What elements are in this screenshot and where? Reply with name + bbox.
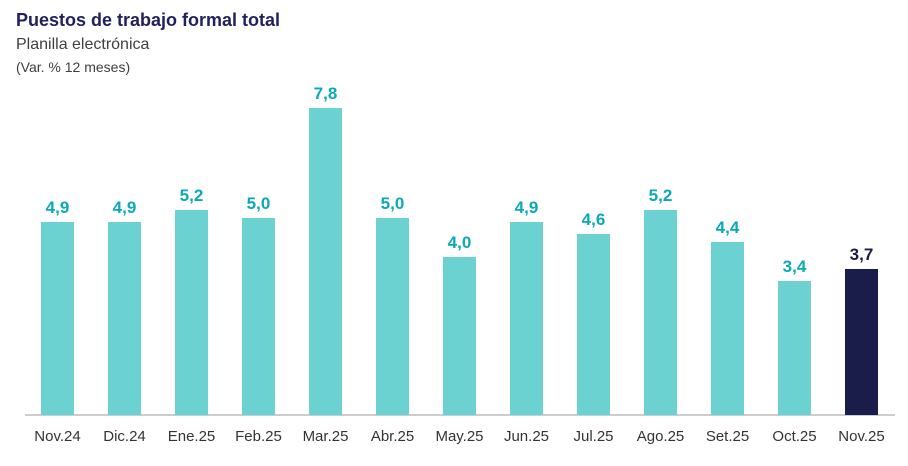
x-axis-tick-label: Mar.25	[302, 428, 349, 445]
bar	[309, 108, 342, 415]
x-axis-line	[25, 414, 895, 416]
x-axis-tick-label: Feb.25	[235, 428, 282, 445]
x-axis-tick-label: Jul.25	[573, 428, 614, 445]
bar	[778, 281, 811, 415]
bar-value-label: 4,9	[45, 198, 70, 217]
bar-group: 4,9 Nov.24	[24, 198, 91, 445]
bar-group: 5,0 Abr.25	[359, 194, 426, 445]
chart-title: Puestos de trabajo formal total	[16, 10, 281, 30]
bar-group: 3,7 Nov.25	[828, 245, 895, 445]
bar-group: 5,2 Ago.25	[627, 186, 694, 445]
chart-subtitle: Planilla electrónica	[16, 35, 150, 53]
bar-value-label: 4,9	[112, 198, 137, 217]
bar-group: 4,4 Set.25	[694, 218, 761, 445]
bar	[175, 210, 208, 415]
x-axis-tick-label: Abr.25	[370, 428, 415, 445]
bar-value-label: 7,8	[313, 84, 338, 103]
bar	[443, 257, 476, 415]
bar-group: 7,8 Mar.25	[292, 84, 359, 445]
bar	[108, 222, 141, 415]
bar-group: 4,0 May.25	[426, 233, 493, 445]
bar-group: 4,9 Dic.24	[91, 198, 158, 445]
bar-value-label: 4,0	[447, 233, 472, 252]
bar-value-label: 5,2	[648, 186, 673, 205]
bar	[711, 242, 744, 415]
bar	[41, 222, 74, 415]
bar-group: 5,2 Ene.25	[158, 186, 225, 445]
bar-value-label: 3,7	[849, 245, 874, 264]
bar-value-label: 4,9	[514, 198, 539, 217]
x-axis-tick-label: Set.25	[705, 428, 750, 445]
bar-group: 4,9 Jun.25	[493, 198, 560, 445]
x-axis-tick-label: Dic.24	[103, 428, 146, 445]
bar	[577, 234, 610, 415]
bar-value-label: 3,4	[782, 257, 807, 276]
bar	[845, 269, 878, 415]
bar-value-label: 4,6	[581, 210, 606, 229]
x-axis-tick-label: Jun.25	[503, 428, 550, 445]
x-axis-tick-label: Nov.25	[838, 428, 885, 445]
chart-units-note: (Var. % 12 meses)	[16, 59, 131, 76]
x-axis-tick-label: Oct.25	[772, 428, 817, 445]
bar-value-label: 4,4	[715, 218, 740, 237]
bar-value-label: 5,2	[179, 186, 204, 205]
x-axis-tick-label: May.25	[435, 428, 484, 445]
bar-group: 3,4 Oct.25	[761, 257, 828, 445]
x-axis-tick-label: Ene.25	[167, 428, 216, 445]
x-axis-tick-label: Ago.25	[636, 428, 685, 445]
bar-value-label: 5,0	[246, 194, 271, 213]
chart-header: Puestos de trabajo formal total Planilla…	[16, 9, 280, 76]
bar	[376, 218, 409, 415]
bar	[242, 218, 275, 415]
bar-group: 4,6 Jul.25	[560, 210, 627, 445]
bar	[510, 222, 543, 415]
bar	[644, 210, 677, 415]
bar-value-label: 5,0	[380, 194, 405, 213]
x-axis-tick-label: Nov.24	[34, 428, 81, 445]
bar-group: 5,0 Feb.25	[225, 194, 292, 445]
